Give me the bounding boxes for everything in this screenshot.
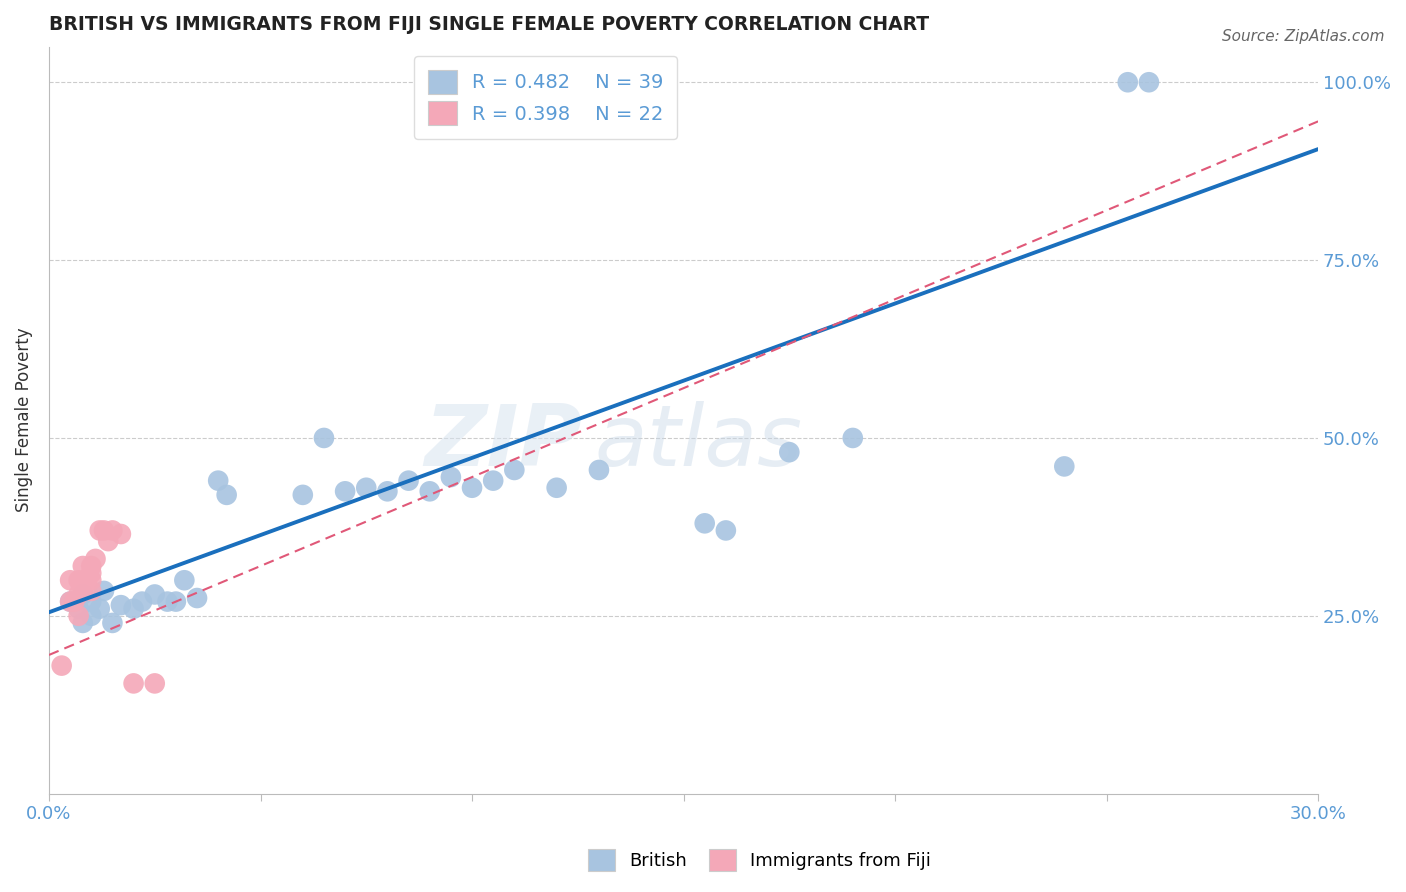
Point (67, 608, 90, 623)
Point (312, 431, 335, 445)
Point (67, 587, 90, 601)
Point (333, 484, 356, 499)
Point (714, 524, 737, 538)
Point (173, 573, 195, 587)
Point (72, 587, 94, 601)
Point (72, 615, 94, 630)
Point (588, 463, 610, 477)
Point (122, 676, 145, 690)
Point (482, 474, 505, 488)
Point (1137, 75, 1160, 89)
Point (93, 583, 115, 598)
Point (207, 474, 229, 488)
Point (63, 594, 86, 608)
Point (110, 527, 132, 541)
Text: Source: ZipAtlas.com: Source: ZipAtlas.com (1222, 29, 1385, 44)
Point (76, 573, 98, 587)
Point (215, 488, 238, 502)
Point (101, 615, 124, 630)
Point (1116, 75, 1139, 89)
Text: atlas: atlas (595, 401, 803, 484)
Point (80, 566, 103, 581)
Point (51, 658, 73, 673)
Legend: British, Immigrants from Fiji: British, Immigrants from Fiji (581, 842, 938, 879)
Point (80, 583, 103, 598)
Y-axis label: Single Female Poverty: Single Female Poverty (15, 328, 32, 513)
Point (461, 481, 484, 495)
Point (143, 676, 166, 690)
Point (101, 524, 124, 538)
Point (110, 598, 132, 612)
Point (93, 524, 115, 538)
Point (84, 552, 107, 566)
Point (419, 484, 441, 499)
Legend: R = 0.482    N = 39, R = 0.398    N = 22: R = 0.482 N = 39, R = 0.398 N = 22 (413, 56, 678, 139)
Point (67, 601, 90, 615)
Point (356, 481, 378, 495)
Point (59, 594, 82, 608)
Point (546, 481, 568, 495)
Point (377, 484, 399, 499)
Point (72, 583, 94, 598)
Point (89, 601, 111, 615)
Point (97, 534, 120, 549)
Point (131, 594, 153, 608)
Point (67, 573, 90, 587)
Point (1053, 459, 1076, 474)
Point (72, 559, 94, 574)
Point (80, 573, 103, 587)
Point (842, 431, 865, 445)
Point (778, 445, 800, 459)
Point (122, 601, 145, 615)
Point (398, 474, 420, 488)
Point (693, 516, 716, 531)
Text: BRITISH VS IMMIGRANTS FROM FIJI SINGLE FEMALE POVERTY CORRELATION CHART: BRITISH VS IMMIGRANTS FROM FIJI SINGLE F… (49, 15, 929, 34)
Point (165, 594, 187, 608)
Point (80, 608, 103, 623)
Text: ZIP: ZIP (425, 401, 582, 484)
Point (156, 594, 179, 608)
Point (503, 463, 526, 477)
Point (440, 470, 463, 484)
Point (59, 573, 82, 587)
Point (89, 524, 111, 538)
Point (80, 594, 103, 608)
Point (186, 591, 208, 605)
Point (80, 559, 103, 574)
Point (143, 587, 166, 601)
Point (59, 594, 82, 608)
Point (291, 488, 314, 502)
